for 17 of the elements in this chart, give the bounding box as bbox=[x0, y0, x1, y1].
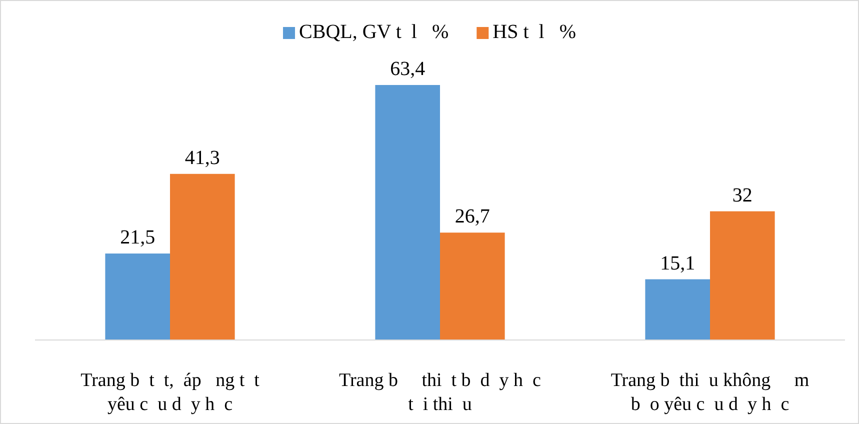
bar bbox=[645, 279, 710, 340]
bar bbox=[375, 85, 440, 340]
data-label: 32 bbox=[732, 184, 752, 206]
legend-label: CBQL, GV t l % bbox=[299, 21, 449, 43]
bar bbox=[105, 254, 170, 340]
data-label: 21,5 bbox=[120, 226, 156, 249]
bar bbox=[440, 232, 505, 340]
data-label: 41,3 bbox=[184, 146, 220, 169]
data-label: 26,7 bbox=[454, 206, 490, 228]
x-tick-label: Trang b t t, áp ng t t yêu c u d y h c bbox=[80, 370, 260, 415]
x-tick-label: Trang b thi u không m b o yêu c u d y h c bbox=[610, 370, 810, 415]
data-label: 15,1 bbox=[660, 252, 696, 274]
x-tick-label: Trang b thi t b d y h c t i thi u bbox=[339, 370, 541, 415]
legend-label: HS t l % bbox=[492, 21, 576, 43]
bar bbox=[710, 211, 775, 340]
bar bbox=[170, 174, 235, 340]
data-label: 63,4 bbox=[390, 58, 426, 80]
